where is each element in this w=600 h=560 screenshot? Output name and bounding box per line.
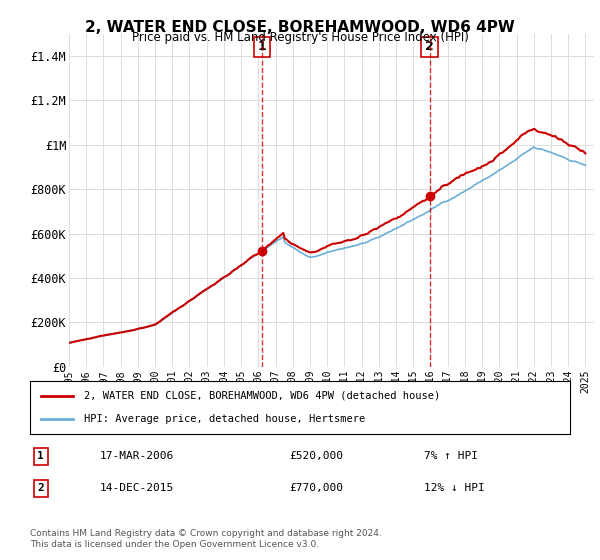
Text: 14-DEC-2015: 14-DEC-2015 [100,483,175,493]
Text: 2: 2 [425,40,434,53]
Text: £520,000: £520,000 [289,451,343,461]
Text: 12% ↓ HPI: 12% ↓ HPI [424,483,485,493]
Text: £770,000: £770,000 [289,483,343,493]
Text: 1: 1 [37,451,44,461]
Text: 1: 1 [257,40,266,53]
Text: Contains HM Land Registry data © Crown copyright and database right 2024.
This d: Contains HM Land Registry data © Crown c… [30,529,382,549]
Text: 7% ↑ HPI: 7% ↑ HPI [424,451,478,461]
Text: Price paid vs. HM Land Registry's House Price Index (HPI): Price paid vs. HM Land Registry's House … [131,31,469,44]
Text: 17-MAR-2006: 17-MAR-2006 [100,451,175,461]
Text: 2, WATER END CLOSE, BOREHAMWOOD, WD6 4PW: 2, WATER END CLOSE, BOREHAMWOOD, WD6 4PW [85,20,515,35]
Text: HPI: Average price, detached house, Hertsmere: HPI: Average price, detached house, Hert… [84,414,365,424]
Text: 2, WATER END CLOSE, BOREHAMWOOD, WD6 4PW (detached house): 2, WATER END CLOSE, BOREHAMWOOD, WD6 4PW… [84,391,440,401]
Text: 2: 2 [37,483,44,493]
